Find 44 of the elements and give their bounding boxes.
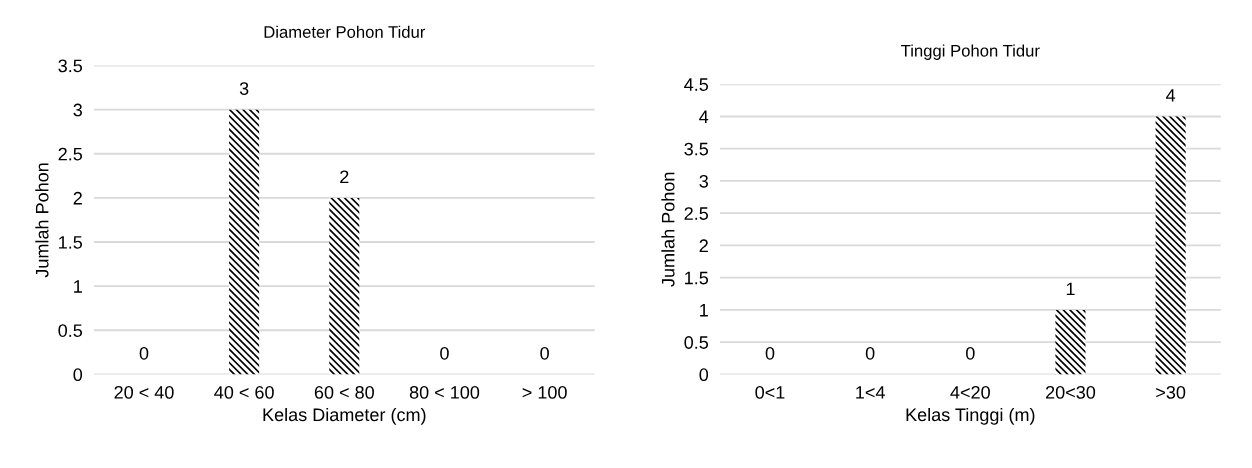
y-tick-label: 1.5	[685, 271, 709, 285]
x-tick-label: > 100	[522, 385, 567, 399]
y-tick-label: 1.5	[59, 236, 83, 249]
x-tick-label: 0<1	[755, 385, 785, 399]
x-axis-title: Kelas Tinggi (m)	[906, 407, 1035, 425]
y-tick-label: 2	[73, 191, 82, 205]
x-tick-label: 1<4	[856, 386, 885, 399]
x-tick-label: >30	[1156, 385, 1186, 399]
data-label: 3	[239, 82, 249, 95]
y-tick-label: 2.5	[58, 147, 83, 161]
data-label: 0	[865, 346, 875, 360]
data-label: 0	[440, 346, 449, 360]
y-tick-label: 3	[699, 174, 708, 188]
y-tick-label: 1	[700, 304, 708, 317]
data-label: 2	[340, 170, 349, 184]
y-tick-label: 0.5	[58, 324, 83, 337]
y-tick-label: 2	[699, 239, 708, 252]
x-tick-label: 80 < 100	[409, 385, 480, 399]
y-axis-title: Jumlah Pohon	[35, 163, 49, 278]
data-label: 0	[965, 346, 975, 360]
y-tick-label: 3	[73, 103, 82, 117]
data-label: 0	[540, 346, 549, 360]
y-tick-label: 4	[699, 110, 709, 124]
data-label: 0	[139, 346, 149, 360]
data-label: 0	[765, 346, 775, 360]
x-tick-label: 60 < 80	[314, 385, 374, 399]
y-tick-label: 0	[699, 368, 709, 382]
y-tick-label: 4.5	[684, 78, 709, 91]
x-tick-label: 4<20	[950, 385, 990, 399]
x-tick-label: 40 < 60	[214, 385, 274, 399]
x-axis-title: Kelas Diameter (cm)	[263, 407, 426, 425]
chart-title: Diameter Pohon Tidur	[264, 25, 426, 38]
y-tick-label: 0	[73, 368, 83, 382]
x-tick-label: 20 < 40	[114, 385, 174, 399]
y-tick-label: 1	[74, 280, 82, 293]
x-tick-label: 20<30	[1046, 385, 1096, 399]
data-label: 1	[1066, 282, 1075, 296]
y-tick-label: 3.5	[684, 142, 709, 156]
y-tick-label: 0.5	[684, 336, 709, 349]
y-tick-label: 3.5	[58, 59, 83, 73]
y-tick-label: 2.5	[684, 207, 709, 220]
chart-title: Tinggi Pohon Tidur	[901, 44, 1040, 60]
data-label: 4	[1166, 89, 1176, 102]
y-axis-title: Jumlah Pohon	[661, 172, 675, 287]
